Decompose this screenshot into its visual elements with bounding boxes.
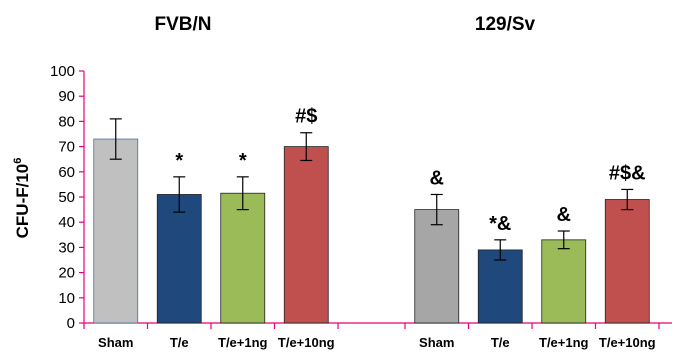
category-label-g1-3: T/e+10ng xyxy=(599,335,656,350)
y-tick-label-50: 50 xyxy=(58,189,75,206)
bar-g0-0 xyxy=(93,138,139,324)
category-label-g0-0: Sham xyxy=(98,335,133,350)
y-axis-label-sup: 6 xyxy=(12,158,24,164)
significance-annotations: * *#$&*& &#$& xyxy=(175,106,645,235)
group-title-fvb: FVB/N xyxy=(155,14,212,35)
category-label-g0-1: T/e xyxy=(170,335,189,350)
bar-g0-1 xyxy=(156,194,202,324)
bar-g1-2 xyxy=(541,239,587,324)
y-tick-label-10: 10 xyxy=(58,290,75,307)
annotation-g1-1: *& xyxy=(489,213,511,235)
annotation-g1-3: #$& xyxy=(609,162,646,184)
category-label-g0-2: T/e+1ng xyxy=(218,335,268,350)
y-tick-label-90: 90 xyxy=(58,88,75,105)
bar-g1-1 xyxy=(477,249,523,324)
annotation-g0-2: * xyxy=(239,150,247,172)
bars xyxy=(93,138,650,324)
y-tick-label-70: 70 xyxy=(58,139,75,156)
category-labels: Sham T/e T/e+1ng T/e+10ng Sham T/e T/e+1ng T/e+… xyxy=(98,335,656,350)
y-tick-label-60: 60 xyxy=(58,164,75,181)
y-axis-label-main: CFU-F/10 xyxy=(13,164,32,239)
x-axis xyxy=(83,322,672,329)
bar-g1-3 xyxy=(604,199,650,324)
y-axis-label: CFU-F/106 xyxy=(12,158,32,239)
error-bars xyxy=(109,118,634,261)
annotation-g1-0: & xyxy=(430,167,444,189)
y-tick-label-30: 30 xyxy=(58,239,75,256)
category-label-g1-2: T/e+1ng xyxy=(539,335,589,350)
category-label-g1-1: T/e xyxy=(491,335,510,350)
y-tick-label-20: 20 xyxy=(58,265,75,282)
annotation-g0-3: #$ xyxy=(295,106,317,128)
annotation-g1-2: & xyxy=(557,204,571,226)
bar-g0-3 xyxy=(283,146,329,324)
y-axis: 0 10 20 30 40 50 60 70 80 90 100 xyxy=(50,63,85,332)
y-tick-label-100: 100 xyxy=(50,63,75,80)
category-label-g0-3: T/e+10ng xyxy=(278,335,335,350)
y-tick-label-0: 0 xyxy=(67,315,75,332)
category-label-g1-0: Sham xyxy=(419,335,454,350)
group-title-129: 129/Sv xyxy=(475,14,536,35)
annotation-g0-1: * xyxy=(175,150,183,172)
y-tick-label-40: 40 xyxy=(58,214,75,231)
bar-g0-2 xyxy=(220,192,266,324)
y-tick-label-80: 80 xyxy=(58,113,75,130)
bar-g1-0 xyxy=(414,209,460,324)
